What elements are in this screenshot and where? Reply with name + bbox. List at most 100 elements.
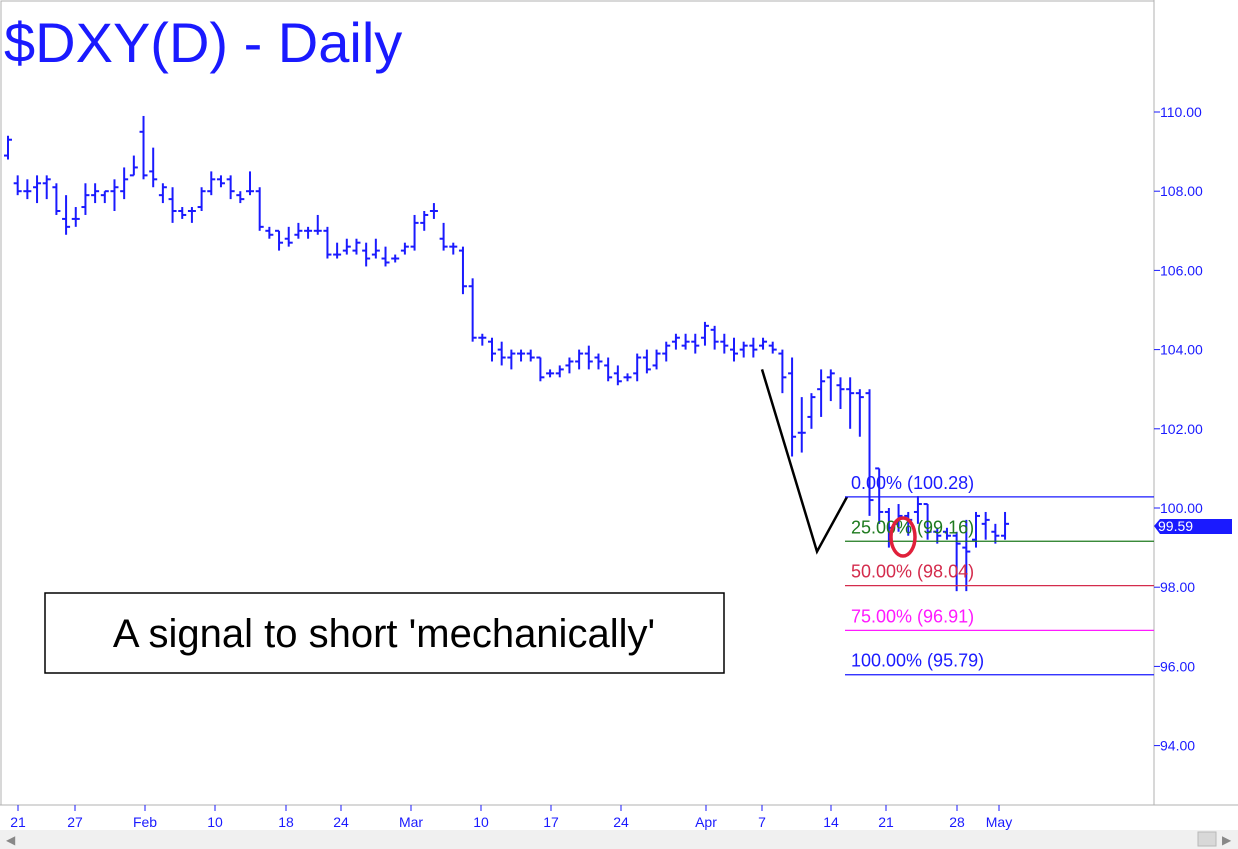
ohlc-bar	[207, 171, 216, 196]
x-axis-ticks: 21 27 Feb 10 18 24 Mar 10 17 24 Apr 7 14 21 28 May	[10, 805, 1012, 830]
ohlc-bar	[517, 349, 526, 362]
ohlc-bar	[362, 242, 371, 267]
scrollbar-track[interactable]	[0, 830, 1238, 849]
ohlc-bar	[42, 175, 51, 200]
scroll-right-arrow[interactable]: ▶	[1222, 833, 1232, 847]
ohlc-bar	[662, 341, 671, 362]
y-tick-label: 108.00	[1160, 183, 1203, 199]
ohlc-bar	[594, 353, 603, 370]
fib-level-label: 50.00% (98.04)	[851, 562, 974, 582]
ohlc-bar	[671, 333, 680, 350]
ohlc-bar	[400, 242, 409, 255]
ohlc-bar	[1001, 511, 1010, 540]
y-tick-label: 104.00	[1160, 342, 1203, 358]
ohlc-bar	[352, 238, 361, 255]
ohlc-bar	[700, 321, 709, 346]
fib-level-label: 100.00% (95.79)	[851, 651, 984, 671]
ohlc-bar	[33, 175, 42, 204]
ohlc-bar	[962, 519, 971, 592]
ohlc-bar	[991, 523, 1000, 544]
y-tick-label: 100.00	[1160, 500, 1203, 516]
ohlc-bar	[100, 190, 109, 204]
ohlc-bar	[439, 222, 448, 251]
fibonacci-levels: 0.00% (100.28)25.00% (99.16)50.00% (98.0…	[845, 473, 1154, 676]
ohlc-bar	[91, 183, 100, 204]
ohlc-bar	[420, 211, 429, 231]
x-tick-label: 10	[207, 814, 223, 830]
ohlc-bar	[488, 337, 496, 362]
ohlc-bar	[304, 226, 313, 239]
ohlc-bar	[449, 242, 458, 255]
scroll-left-arrow[interactable]: ◀	[6, 833, 16, 847]
y-tick-label: 110.00	[1160, 104, 1202, 120]
ohlc-bar	[497, 341, 506, 366]
ohlc-bar	[23, 179, 32, 200]
ohlc-bar	[139, 115, 148, 180]
ohlc-bar	[81, 183, 90, 215]
ohlc-bar	[507, 349, 516, 370]
ohlc-bar	[768, 341, 777, 354]
y-axis-ticks: 94.00 96.00 98.00 100.00 102.00 104.00 106.00 1…	[1154, 104, 1203, 754]
ohlc-bar	[129, 155, 138, 177]
ohlc-bar	[4, 135, 12, 160]
ohlc-bar	[536, 356, 545, 382]
x-tick-label: 28	[949, 814, 965, 830]
ohlc-bar	[817, 369, 826, 417]
ohlc-bar	[942, 527, 951, 540]
ohlc-bar	[875, 467, 884, 524]
ohlc-bar	[710, 325, 719, 350]
ohlc-bar	[788, 357, 797, 457]
x-tick-label: 17	[543, 814, 559, 830]
ohlc-bar	[168, 187, 177, 223]
ohlc-bar	[110, 179, 119, 211]
y-tick-label: 96.00	[1160, 658, 1195, 674]
x-tick-label: Apr	[695, 814, 717, 830]
ohlc-bar	[236, 191, 245, 204]
ohlc-bar	[333, 242, 342, 259]
scrollbar-thumb[interactable]	[1197, 831, 1217, 847]
ohlc-bar	[342, 238, 351, 255]
ohlc-bar	[555, 365, 564, 378]
ohlc-bar	[865, 389, 874, 516]
ohlc-bar	[323, 226, 332, 259]
x-tick-label: 24	[613, 814, 629, 830]
ohlc-bar	[749, 337, 758, 358]
ohlc-bar	[623, 373, 632, 382]
ohlc-bar	[62, 195, 71, 235]
ohlc-bar	[468, 278, 477, 342]
ohlc-bar	[275, 229, 284, 251]
ohlc-bar	[120, 167, 129, 200]
ohlc-bar	[429, 203, 438, 219]
ohlc-bar	[846, 377, 855, 429]
ohlc-bar	[265, 226, 274, 239]
ohlc-bar	[458, 246, 467, 295]
ohlc-bar	[216, 175, 225, 188]
x-tick-label: May	[986, 814, 1012, 830]
y-tick-label: 98.00	[1160, 579, 1195, 595]
ohlc-bar	[913, 496, 922, 524]
ohlc-bar	[52, 183, 61, 215]
ohlc-bar	[410, 214, 419, 251]
ohlc-bar	[652, 349, 661, 370]
ohlc-bar	[681, 333, 690, 350]
ohlc-bar	[565, 357, 574, 374]
ohlc-bar	[797, 397, 806, 453]
ohlc-bar	[807, 393, 816, 429]
y-tick-label: 106.00	[1160, 262, 1203, 278]
horizontal-scrollbar[interactable]: ◀ ▶	[0, 830, 1238, 849]
ohlc-bar	[575, 349, 584, 370]
ohlc-bar	[778, 349, 787, 394]
x-tick-label: Mar	[399, 814, 423, 830]
y-tick-label: 102.00	[1160, 421, 1203, 437]
ohlc-bar	[720, 333, 729, 354]
ohlc-bar	[584, 345, 593, 370]
annotation-border	[44, 592, 725, 674]
x-tick-label: 10	[473, 814, 489, 830]
x-tick-label: 18	[278, 814, 294, 830]
ohlc-bar	[836, 377, 845, 409]
ohlc-bar	[255, 187, 264, 231]
ohlc-bar	[478, 333, 487, 346]
x-tick-label: 24	[333, 814, 349, 830]
x-tick-label: 14	[823, 814, 839, 830]
